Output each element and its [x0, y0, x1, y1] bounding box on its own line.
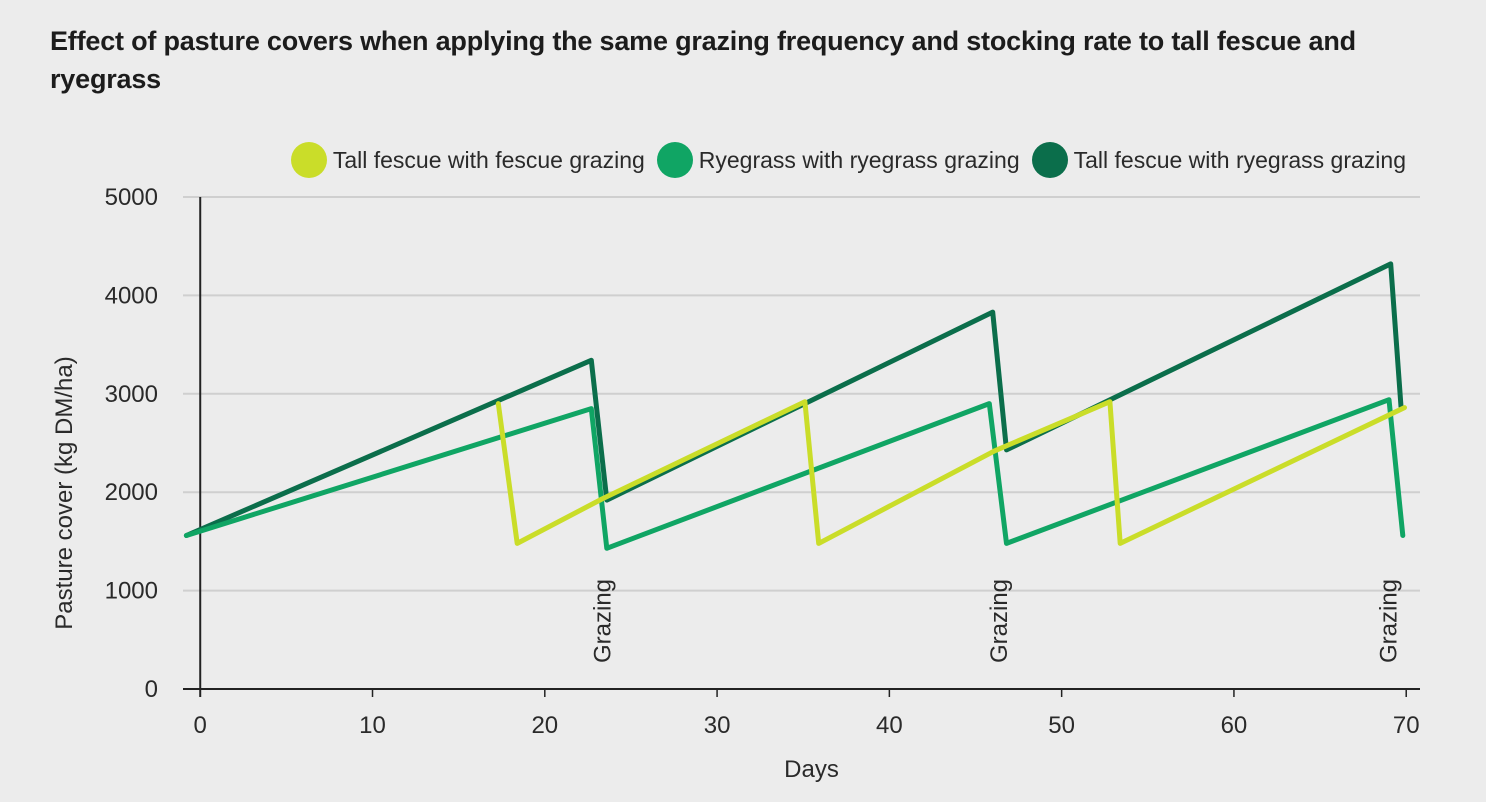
y-tick-label: 3000 — [105, 381, 158, 408]
x-tick-label: 10 — [359, 712, 386, 739]
x-tick-label: 40 — [876, 712, 903, 739]
legend-item-ryegrass-ryegrass-grazing: Ryegrass with ryegrass grazing — [656, 142, 1020, 178]
series-line-ryegrass-with-ryegrass-grazing — [183, 397, 1406, 551]
y-tick-label: 0 — [145, 676, 158, 703]
y-tick-label: 1000 — [105, 578, 158, 605]
legend-item-tall-fescue-ryegrass-grazing: Tall fescue with ryegrass grazing — [1031, 142, 1406, 178]
grazing-annotation: Grazing — [1375, 579, 1402, 663]
series-line-tall-fescue-with-fescue-grazing — [495, 399, 1407, 546]
x-tick-label: 20 — [531, 712, 558, 739]
legend-label: Tall fescue with ryegrass grazing — [1073, 146, 1406, 173]
x-tick-label: 50 — [1048, 712, 1075, 739]
x-tick-label: 70 — [1393, 712, 1420, 739]
x-tick-label: 60 — [1221, 712, 1248, 739]
y-axis-label: Pasture cover (kg DM/ha) — [51, 356, 78, 629]
legend: Tall fescue with fescue grazing Ryegrass… — [290, 142, 1406, 178]
x-tick-label: 0 — [194, 712, 207, 739]
legend-swatch — [1031, 142, 1068, 178]
chart-title: Effect of pasture covers when applying t… — [50, 26, 1356, 94]
y-tick-label: 4000 — [105, 282, 158, 309]
grazing-annotation: Grazing — [590, 579, 617, 663]
legend-swatch — [290, 142, 327, 178]
legend-item-tall-fescue-fescue-grazing: Tall fescue with fescue grazing — [290, 142, 645, 178]
legend-swatch — [656, 142, 693, 178]
legend-label: Ryegrass with ryegrass grazing — [698, 146, 1020, 173]
series-line-tall-fescue-with-ryegrass-grazing — [183, 261, 1404, 538]
x-axis-label: Days — [784, 756, 839, 783]
y-tick-label: 2000 — [105, 479, 158, 506]
grazing-annotation: Grazing — [986, 579, 1013, 663]
y-tick-label: 5000 — [105, 184, 158, 211]
x-tick-label: 30 — [704, 712, 731, 739]
legend-label: Tall fescue with fescue grazing — [332, 146, 645, 173]
